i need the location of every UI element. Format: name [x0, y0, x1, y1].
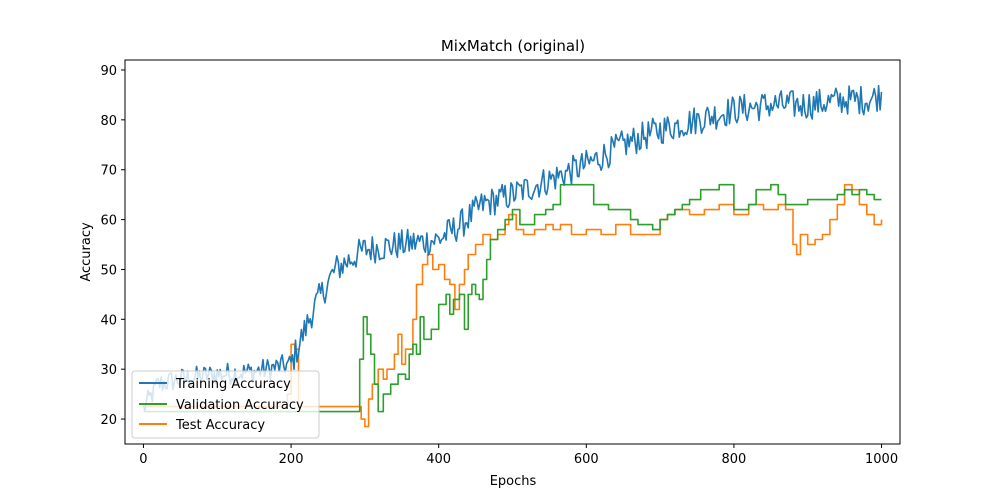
plot-frame — [124, 59, 901, 445]
x-tick-label: 800 — [722, 452, 747, 467]
series-line-test-accuracy — [143, 183, 883, 428]
y-axis-ticks: 20 30 40 50 60 70 80 90 — [100, 64, 125, 428]
x-tick-label: 400 — [426, 452, 451, 467]
legend-box — [131, 370, 320, 439]
series-line-training-accuracy — [142, 84, 883, 412]
x-tick-label: 200 — [279, 452, 304, 467]
y-tick-label: 30 — [100, 363, 117, 378]
y-tick-label: 50 — [100, 263, 117, 278]
legend: Training Accuracy Validation Accuracy Te… — [131, 370, 320, 439]
plot-series — [142, 84, 883, 428]
x-tick-label: 600 — [574, 452, 599, 467]
series-line-validation-accuracy — [143, 183, 882, 413]
x-axis-label: Epochs — [490, 474, 537, 489]
chart-title: MixMatch (original) — [441, 37, 585, 55]
x-tick-label: 0 — [139, 452, 147, 467]
legend-label-validation: Validation Accuracy — [176, 398, 304, 413]
x-axis-ticks: 0 200 400 600 800 1000 — [139, 444, 898, 467]
y-tick-label: 20 — [100, 413, 117, 428]
y-tick-label: 60 — [100, 214, 117, 229]
legend-label-training: Training Accuracy — [175, 377, 291, 392]
y-axis-label: Accuracy — [79, 222, 94, 282]
y-tick-label: 90 — [100, 64, 117, 79]
y-tick-label: 40 — [100, 313, 117, 328]
y-tick-label: 70 — [100, 164, 117, 179]
y-tick-label: 80 — [100, 114, 117, 129]
legend-label-test: Test Accuracy — [175, 418, 265, 433]
x-tick-label: 1000 — [865, 452, 898, 467]
